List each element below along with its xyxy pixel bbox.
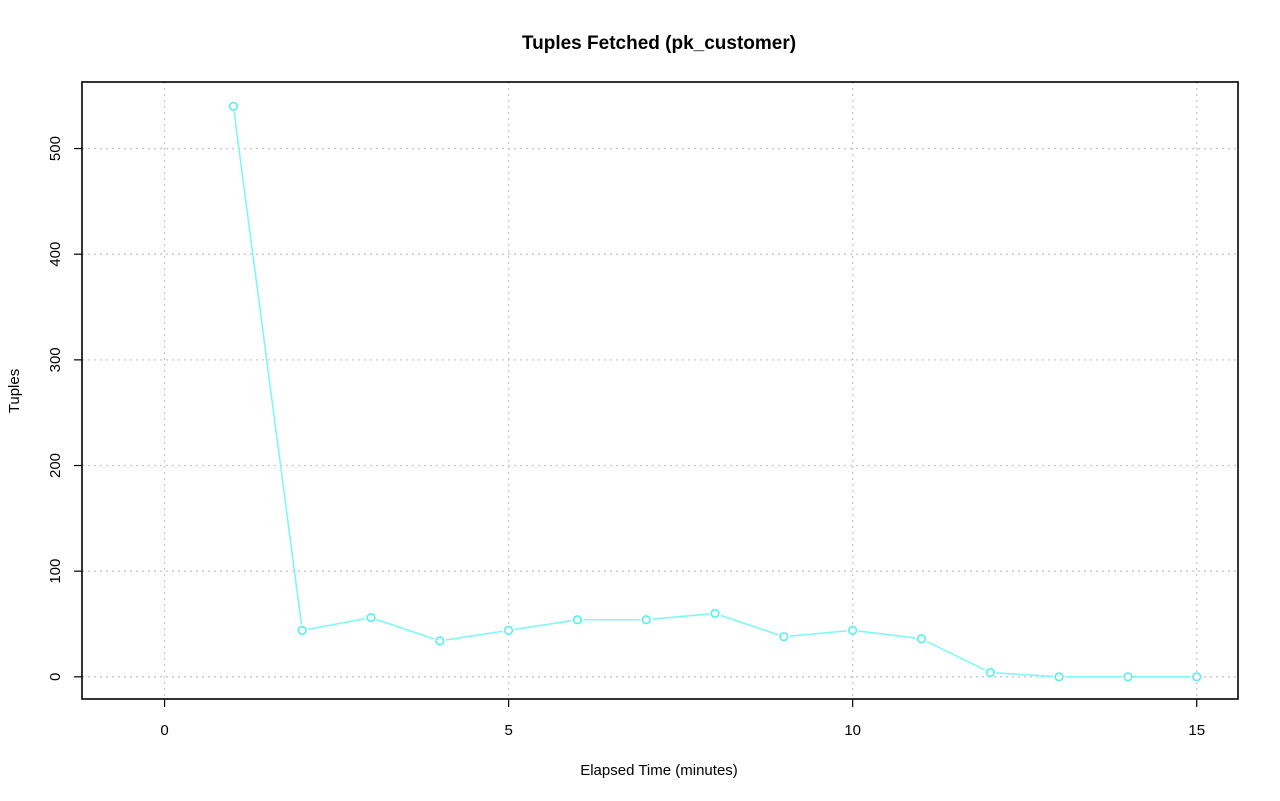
series-line-segment xyxy=(789,630,847,637)
series-line-segment xyxy=(926,640,986,671)
data-point xyxy=(366,613,376,623)
series-line-segment xyxy=(514,619,572,631)
x-axis: 0 5 10 15 xyxy=(160,699,1205,739)
x-axis-label: Elapsed Time (minutes) xyxy=(580,762,738,779)
series-line-segment xyxy=(858,630,916,639)
y-tick-label: 300 xyxy=(47,347,64,372)
data-point xyxy=(228,101,238,111)
y-tick-label: 0 xyxy=(47,673,64,681)
series-line-segment xyxy=(376,618,435,640)
data-point xyxy=(572,615,583,625)
data-point xyxy=(1192,672,1202,682)
data-point xyxy=(504,625,514,635)
plot-frame xyxy=(81,81,1239,700)
series-line-segment xyxy=(996,672,1054,678)
y-axis-label: Tuples xyxy=(6,369,23,413)
data-point xyxy=(710,608,720,619)
series-line-segment xyxy=(720,614,779,636)
series-line-segment xyxy=(233,112,303,625)
data-point xyxy=(297,625,307,635)
y-tick-label: 400 xyxy=(47,242,64,267)
series xyxy=(228,101,1202,682)
chart-title: Tuples Fetched (pk_customer) xyxy=(522,33,796,54)
data-point xyxy=(1054,672,1064,682)
series-line-segment xyxy=(445,630,503,641)
data-point xyxy=(435,636,445,646)
x-tick-label: 5 xyxy=(504,722,512,739)
series-line-segment xyxy=(652,613,710,621)
data-point xyxy=(779,632,789,642)
y-tick-label: 500 xyxy=(47,136,64,161)
grid xyxy=(82,82,1238,699)
x-tick-label: 0 xyxy=(160,722,168,739)
y-tick-label: 100 xyxy=(47,559,64,584)
data-point xyxy=(641,615,651,625)
data-point xyxy=(916,634,927,644)
data-point xyxy=(1123,672,1133,682)
data-point xyxy=(848,625,858,635)
x-tick-label: 15 xyxy=(1188,722,1205,739)
data-point xyxy=(985,667,995,678)
series-line-segment xyxy=(307,617,366,631)
y-tick-label: 200 xyxy=(47,453,64,478)
x-tick-label: 10 xyxy=(844,722,861,739)
y-axis: 0 100 200 300 400 500 xyxy=(47,136,82,681)
